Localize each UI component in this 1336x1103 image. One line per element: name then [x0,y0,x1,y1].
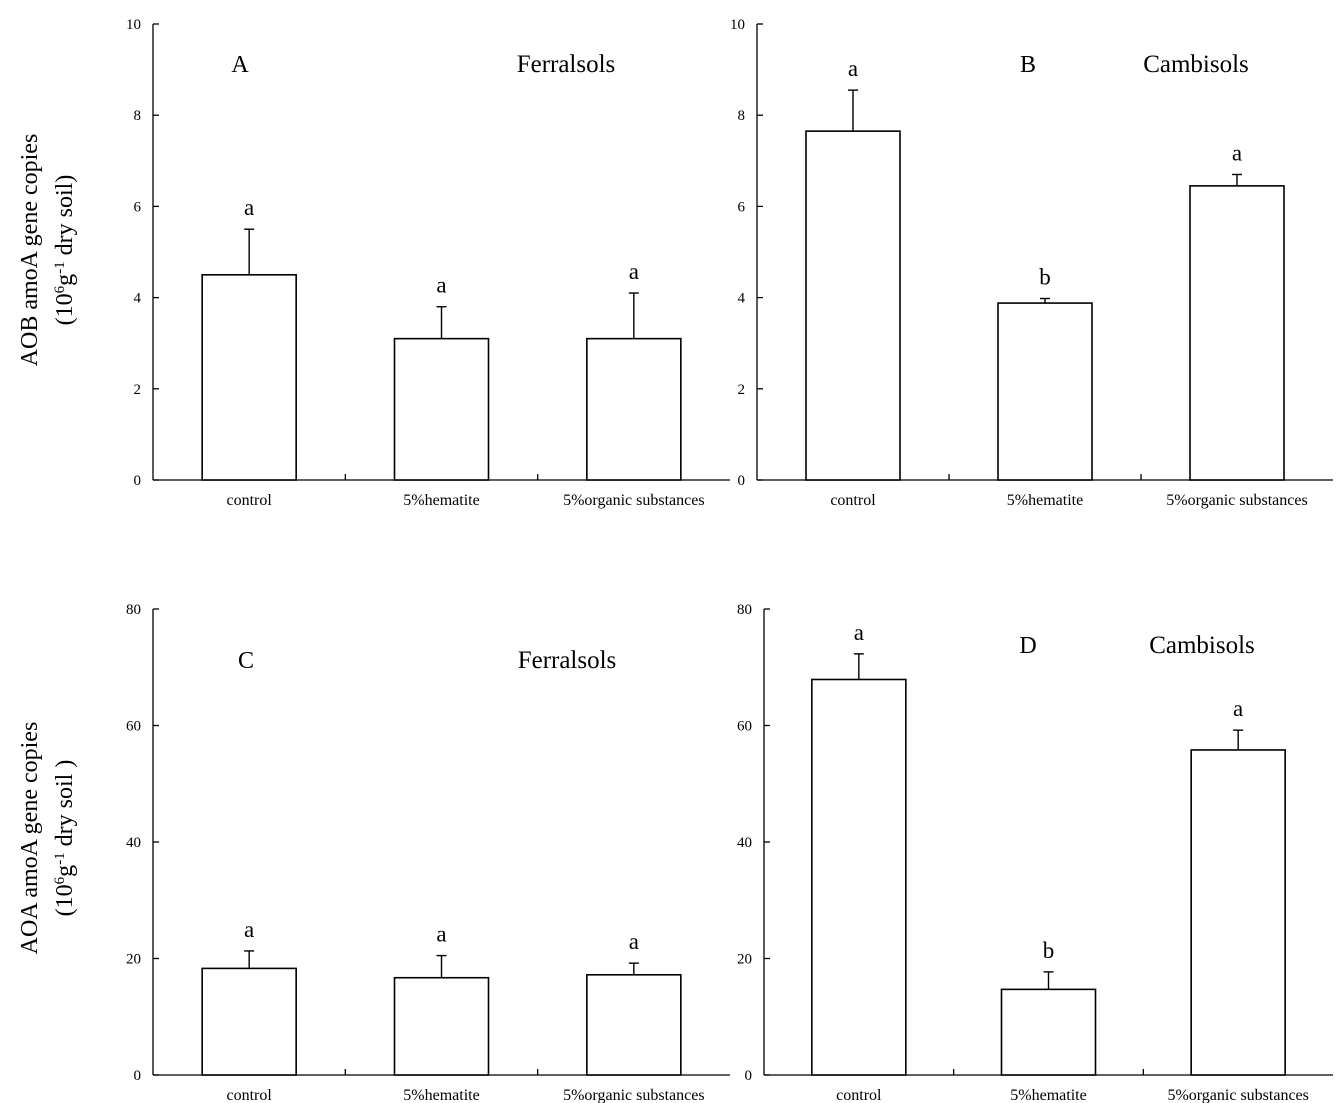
y-axis-title-bottom-prefix: (10 [52,884,78,916]
category-label: 5%hematite [403,492,479,509]
category-label: control [830,492,876,509]
y-tick-label: 10 [730,17,745,33]
bar [1000,988,1097,1076]
significance-label: a [244,917,254,942]
y-axis-title-bottom-line1: AOA amoA gene copies [17,722,43,955]
y-tick-label: 6 [134,199,142,215]
category-label: 5%organic substances [1167,1087,1308,1103]
y-axis-title-top-line2: (106g-1 dry soil) [52,175,78,326]
category-label: 5%hematite [1007,492,1083,509]
soil-type-label: Ferralsols [517,51,616,78]
bar [393,337,490,481]
significance-label: a [629,929,639,954]
y-tick-label: 60 [126,719,141,735]
y-tick-label: 80 [126,602,141,618]
y-axis-title-top-sup1: 6 [52,285,68,293]
y-axis-title-bottom-sup2: -1 [52,852,68,865]
y-tick-label: 40 [737,835,752,851]
y-tick-label: 80 [737,602,752,618]
bar [586,974,682,1076]
significance-label: b [1039,265,1051,290]
category-label: 5%organic substances [563,1087,704,1103]
y-axis-title-bottom-line2: (106g-1 dry soil ) [52,760,78,917]
panel-letter: C [238,648,254,674]
bar [1189,185,1285,481]
significance-label: a [244,195,254,220]
y-tick-label: 2 [134,382,142,398]
chart-panel-b: 0 2 4 6 8 10 a control b 5%hematite a 5%organic sub… [730,17,1333,509]
category-label: 5%organic substances [563,492,704,509]
soil-type-label: Ferralsols [518,647,617,674]
significance-label: b [1043,938,1055,963]
y-axis-title-bottom: AOA amoA gene copies (106g-1 dry soil ) [17,722,78,955]
y-tick-label: 40 [126,835,141,851]
bar [997,302,1093,481]
category-label: control [227,1087,273,1103]
y-tick-label: 10 [126,17,141,33]
y-axis-title-top: AOB amoA gene copies (106g-1 dry soil) [17,134,78,367]
category-label: control [227,492,273,509]
y-axis-title-top-sup2: -1 [52,261,68,274]
y-tick-label: 4 [738,291,746,307]
y-axis-title-top-prefix: (10 [52,293,78,325]
y-tick-label: 20 [737,952,752,968]
panel-letter: B [1020,52,1036,78]
significance-label: a [629,259,639,284]
significance-label: a [854,620,864,645]
panel-letter: A [231,52,249,78]
significance-label: a [1233,696,1243,721]
bar [586,337,682,481]
bar [393,976,490,1076]
y-axis-title-top-suffix: dry soil) [52,175,78,262]
y-tick-label: 0 [134,1068,142,1084]
significance-label: a [436,273,446,298]
y-tick-label: 4 [134,291,142,307]
y-axis-title-bottom-sup1: 6 [52,876,68,884]
significance-label: a [848,56,858,81]
y-axis-title-top-line1: AOB amoA gene copies [17,134,43,367]
chart-panel-a: 0 2 4 6 8 10 a control a 5%hematite a 5%organic sub… [126,17,730,509]
chart-panel-c: 0 20 40 60 80 a control a 5%hematite a 5%organic s… [126,602,730,1103]
y-tick-label: 0 [134,473,142,489]
soil-type-label: Cambisols [1143,51,1249,78]
y-tick-label: 8 [738,108,746,124]
category-label: 5%hematite [1010,1087,1086,1103]
y-tick-label: 0 [745,1068,753,1084]
significance-label: a [436,922,446,947]
panel-letter: D [1019,633,1036,659]
y-axis-title-bottom-mid: g [52,865,78,877]
y-tick-label: 8 [134,108,142,124]
bar [201,273,297,481]
bar [811,678,907,1076]
category-label: 5%hematite [403,1087,479,1103]
y-tick-label: 0 [738,473,746,489]
significance-label: a [1232,140,1242,165]
bar [805,130,901,481]
y-tick-label: 20 [126,952,141,968]
soil-type-label: Cambisols [1149,632,1255,659]
chart-panel-d: 0 20 40 60 80 a control b 5%hematite a 5%organic s… [737,602,1333,1103]
y-axis-title-bottom-suffix: dry soil ) [52,760,78,853]
y-tick-label: 2 [738,382,746,398]
bar [1190,749,1286,1076]
y-tick-label: 60 [737,719,752,735]
y-axis-title-top-mid: g [52,274,78,286]
y-tick-label: 6 [738,199,746,215]
bar [201,967,297,1076]
category-label: 5%organic substances [1166,492,1307,509]
category-label: control [836,1087,882,1103]
